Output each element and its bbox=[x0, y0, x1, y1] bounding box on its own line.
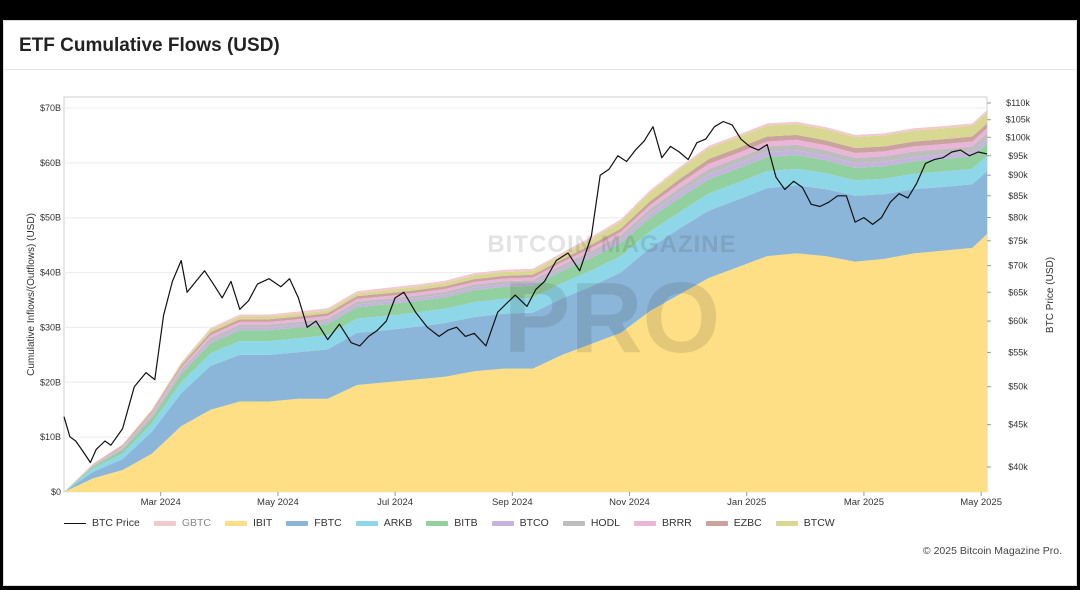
x-tick-label: Mar 2025 bbox=[844, 497, 884, 508]
title-divider bbox=[4, 69, 1076, 70]
legend-item-arkb[interactable]: ARKB bbox=[355, 517, 413, 529]
legend-swatch bbox=[705, 520, 728, 526]
legend-item-btco[interactable]: BTCO bbox=[491, 517, 549, 529]
legend-label: BTCW bbox=[803, 517, 835, 529]
area-ibit bbox=[64, 234, 987, 492]
y-tick-label: $10B bbox=[40, 432, 61, 442]
y2-tick-label: $90k bbox=[1008, 170, 1028, 180]
legend-item-hodl[interactable]: HODL bbox=[562, 517, 620, 529]
y-tick-label: $50B bbox=[40, 213, 61, 223]
legend-swatch bbox=[355, 520, 378, 526]
legend-swatch bbox=[64, 522, 86, 524]
y2-axis-title: BTC Price (USD) bbox=[1045, 257, 1056, 333]
legend-item-btcw[interactable]: BTCW bbox=[775, 517, 835, 529]
x-tick-label: Mar 2024 bbox=[141, 497, 181, 508]
y2-tick-label: $80k bbox=[1008, 213, 1028, 223]
y-tick-label: $40B bbox=[40, 268, 61, 278]
x-tick-label: Jan 2025 bbox=[727, 497, 766, 508]
legend-swatch bbox=[225, 520, 248, 526]
legend-swatch bbox=[562, 520, 585, 526]
y2-tick-label: $95k bbox=[1008, 151, 1028, 161]
legend-label: BTCO bbox=[519, 517, 549, 529]
x-tick-label: May 2025 bbox=[960, 497, 1002, 508]
legend-label: FBTC bbox=[314, 517, 342, 529]
x-tick-label: May 2024 bbox=[257, 497, 299, 508]
watermark-line1: BITCOIN MAGAZINE bbox=[487, 231, 736, 258]
legend-label: ARKB bbox=[383, 517, 413, 529]
legend-label: BRRR bbox=[662, 517, 692, 529]
x-tick-label: Sep 2024 bbox=[492, 497, 533, 508]
legend-label: GBTC bbox=[181, 517, 212, 529]
chart-title: ETF Cumulative Flows (USD) bbox=[19, 35, 280, 56]
watermark: BITCOIN MAGAZINE PRO bbox=[487, 231, 736, 374]
legend-label: EZBC bbox=[733, 517, 762, 529]
y-tick-label: $70B bbox=[40, 103, 61, 113]
y-tick-label: $0 bbox=[51, 487, 61, 497]
area-arkb bbox=[64, 155, 987, 492]
legend-item-fbtc[interactable]: FBTC bbox=[286, 517, 342, 529]
y-tick-label: $60B bbox=[40, 158, 61, 168]
y2-tick-label: $70k bbox=[1008, 261, 1028, 271]
x-tick-label: Nov 2024 bbox=[609, 497, 650, 508]
legend-item-btc-price[interactable]: BTC Price bbox=[64, 517, 140, 529]
legend-item-ibit[interactable]: IBIT bbox=[225, 517, 272, 529]
stacked-areas bbox=[64, 110, 987, 493]
legend-swatch bbox=[634, 520, 656, 526]
y2-tick-label: $50k bbox=[1008, 382, 1028, 392]
y2-tick-label: $65k bbox=[1008, 287, 1028, 297]
y2-tick-label: $45k bbox=[1008, 420, 1028, 430]
y2-tick-label: $110k bbox=[1006, 98, 1030, 108]
y2-tick-label: $60k bbox=[1008, 316, 1028, 326]
legend-swatch bbox=[426, 520, 449, 526]
legend-swatch bbox=[491, 520, 514, 526]
legend-item-gbtc[interactable]: GBTC bbox=[153, 517, 212, 529]
y2-tick-label: $75k bbox=[1008, 236, 1028, 246]
y-tick-label: $20B bbox=[40, 377, 61, 387]
y2-tick-label: $55k bbox=[1008, 347, 1028, 357]
legend-label: BITB bbox=[454, 517, 478, 529]
watermark-line2: PRO bbox=[504, 262, 721, 374]
legend-swatch bbox=[775, 520, 798, 526]
legend-item-brrr[interactable]: BRRR bbox=[634, 517, 692, 529]
y2-tick-label: $100k bbox=[1006, 132, 1031, 142]
y2-tick-label: $40k bbox=[1008, 462, 1028, 472]
legend-swatch bbox=[153, 520, 176, 526]
legend-label: IBIT bbox=[253, 517, 273, 529]
area-fbtc bbox=[64, 171, 987, 492]
copyright: © 2025 Bitcoin Magazine Pro. bbox=[922, 545, 1062, 557]
btc-price-line bbox=[63, 120, 988, 464]
y-tick-label: $30B bbox=[40, 322, 61, 332]
legend-item-bitb[interactable]: BITB bbox=[426, 517, 478, 529]
legend-label: HODL bbox=[590, 517, 620, 529]
y2-tick-label: $85k bbox=[1008, 191, 1028, 201]
legend-swatch bbox=[286, 520, 309, 526]
legend-label: BTC Price bbox=[92, 517, 140, 529]
chart-legend: BTC Price GBTC IBIT FBTC ARKB BITB BTCO HODL BRR… bbox=[64, 517, 849, 529]
y-axis-title: Cumulative Inflows/(Outflows) (USD) bbox=[26, 213, 37, 376]
y2-tick-label: $105k bbox=[1006, 115, 1031, 125]
x-tick-label: Jul 2024 bbox=[377, 497, 413, 508]
legend-item-ezbc[interactable]: EZBC bbox=[705, 517, 762, 529]
